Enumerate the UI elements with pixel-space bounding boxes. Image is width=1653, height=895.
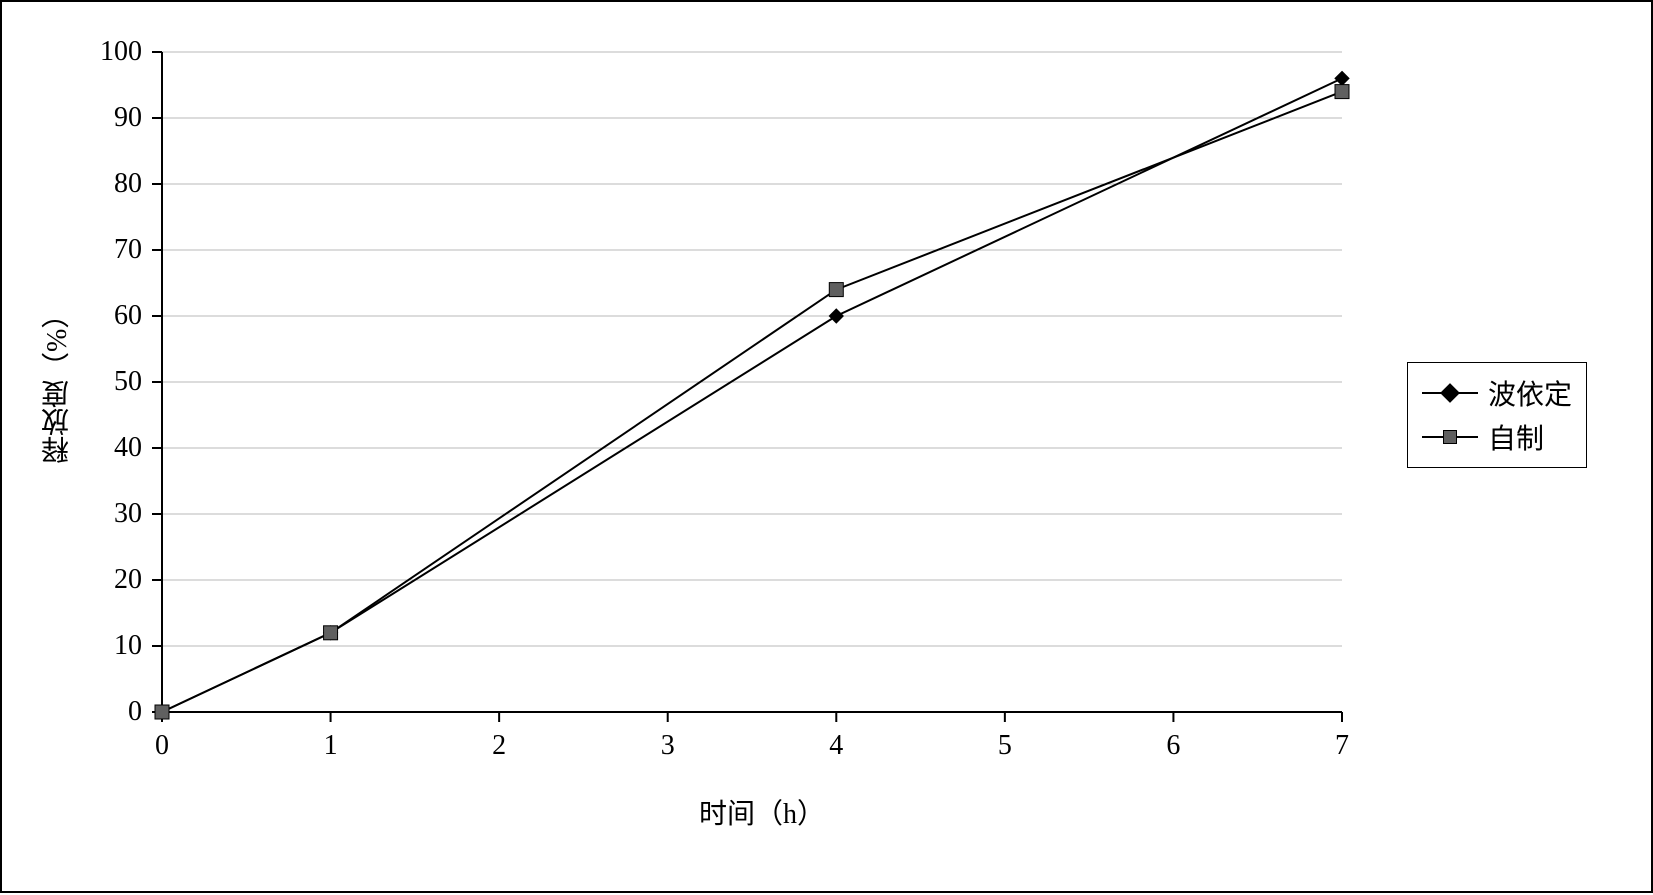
y-tick-label: 70 [82, 234, 142, 266]
legend-marker-square [1422, 427, 1478, 447]
x-tick-label: 6 [1153, 730, 1193, 762]
x-tick-label: 0 [142, 730, 182, 762]
y-tick-label: 40 [82, 432, 142, 464]
chart-container: 释放度（%） 时间（h） 0102030405060708090100 0123… [0, 0, 1653, 893]
y-tick-label: 60 [82, 300, 142, 332]
y-tick-label: 80 [82, 168, 142, 200]
y-tick-label: 50 [82, 366, 142, 398]
y-tick-label: 10 [82, 630, 142, 662]
x-tick-label: 3 [648, 730, 688, 762]
legend: 波依定 自制 [1407, 362, 1587, 468]
legend-item-0: 波依定 [1422, 371, 1572, 415]
legend-item-1: 自制 [1422, 415, 1572, 459]
x-tick-label: 2 [479, 730, 519, 762]
y-tick-label: 100 [82, 36, 142, 68]
legend-label-1: 自制 [1488, 417, 1544, 457]
y-tick-label: 90 [82, 102, 142, 134]
x-tick-label: 4 [816, 730, 856, 762]
x-tick-label: 5 [985, 730, 1025, 762]
y-tick-label: 20 [82, 564, 142, 596]
x-tick-label: 7 [1322, 730, 1362, 762]
x-tick-label: 1 [311, 730, 351, 762]
legend-label-0: 波依定 [1488, 373, 1572, 413]
y-tick-label: 30 [82, 498, 142, 530]
y-tick-label: 0 [82, 696, 142, 728]
legend-marker-diamond [1422, 383, 1478, 403]
